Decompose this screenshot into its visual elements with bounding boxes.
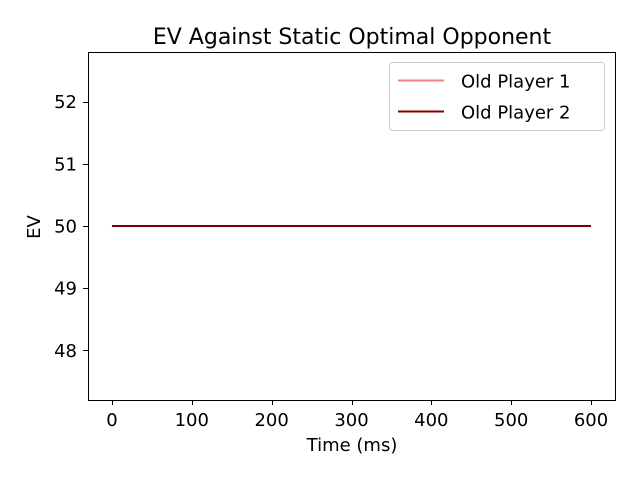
y-tick-label: 52 (54, 92, 77, 113)
legend: Old Player 1 Old Player 2 (389, 62, 605, 131)
y-tick-label: 49 (54, 279, 77, 300)
x-tick-label: 0 (106, 410, 117, 431)
x-tick-label: 100 (175, 410, 209, 431)
x-tick-label: 600 (574, 410, 608, 431)
x-tick-label: 400 (414, 410, 448, 431)
y-tick-label: 48 (54, 341, 77, 362)
y-tick-label: 50 (54, 217, 77, 238)
y-axis-ticks: 48 49 50 51 52 (54, 92, 88, 362)
x-tick-label: 200 (254, 410, 288, 431)
y-tick-label: 51 (54, 154, 77, 175)
legend-label-old-player-2: Old Player 2 (461, 103, 571, 124)
x-tick-label: 300 (334, 410, 368, 431)
y-axis-label: EV (24, 214, 45, 238)
chart-title: EV Against Static Optimal Opponent (153, 25, 552, 50)
x-axis-label: Time (ms) (306, 435, 398, 456)
x-tick-label: 500 (494, 410, 528, 431)
x-axis-ticks: 0 100 200 300 400 500 600 (106, 400, 608, 431)
legend-label-old-player-1: Old Player 1 (461, 72, 571, 93)
